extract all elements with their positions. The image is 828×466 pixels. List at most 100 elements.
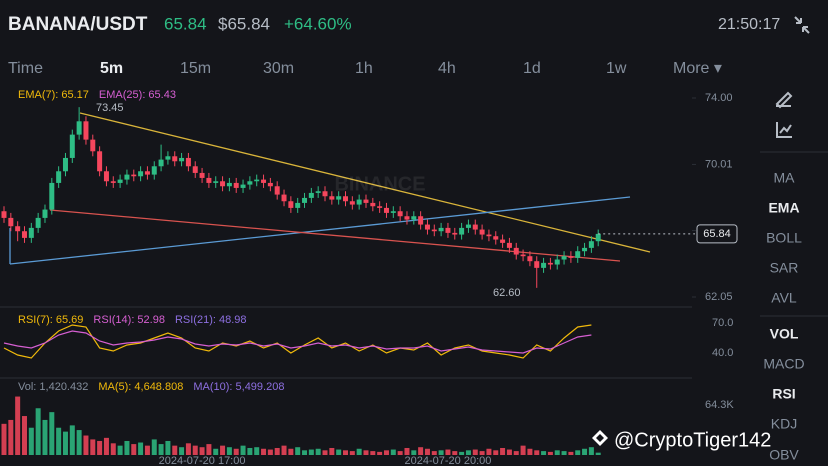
volume-bar <box>28 427 34 455</box>
timeframe-tab[interactable]: 5m <box>100 60 123 77</box>
indicator-menu-item[interactable]: MACD <box>763 356 804 372</box>
timeframe-tab[interactable]: 1w <box>606 60 627 77</box>
volume-bar <box>541 451 547 455</box>
candle-body <box>274 186 280 195</box>
volume-bar <box>56 427 62 455</box>
volume-bar <box>445 449 451 455</box>
candle-body <box>534 261 540 268</box>
volume-bar <box>117 445 123 455</box>
volume-bar <box>329 447 335 455</box>
pair: BANANA/USDT <box>8 14 148 35</box>
volume-bar <box>438 450 444 455</box>
volume-bar <box>315 448 321 455</box>
candle-body <box>165 156 171 160</box>
candle-body <box>397 211 403 217</box>
candle-body <box>117 179 123 183</box>
volume-bar <box>554 450 560 455</box>
volume-bar <box>534 450 540 455</box>
candle-body <box>206 177 212 183</box>
timeframe-tab[interactable]: 4h <box>438 60 456 77</box>
y-tick-label: 62.05 <box>705 291 733 303</box>
candle-body <box>131 174 137 177</box>
volume-bar <box>513 451 519 455</box>
volume-bar <box>247 447 253 455</box>
indicator-menu-item[interactable]: VOL <box>770 326 799 342</box>
indicator-menu-item[interactable]: BOLL <box>766 230 802 246</box>
trend-line <box>49 209 621 262</box>
volume-bar <box>144 445 150 455</box>
x-tick-label: 2024-07-20 20:00 <box>405 455 492 466</box>
indicator-icon[interactable] <box>776 122 792 138</box>
indicator-menu-item[interactable]: EMA <box>768 200 799 216</box>
candle-body <box>144 171 150 175</box>
candle-body <box>575 251 581 258</box>
indicator-menu-item[interactable]: MA <box>774 170 796 186</box>
volume-bar <box>233 448 239 455</box>
volume-bar <box>588 447 594 455</box>
candle-body <box>97 151 103 172</box>
candle-body <box>192 166 198 173</box>
volume-bar <box>213 448 219 455</box>
indicator-menu-item[interactable]: RSI <box>772 386 795 402</box>
volume-bar <box>418 447 424 455</box>
candle-body <box>49 182 55 210</box>
legend-entry: RSI(7): 65.69 <box>18 314 83 326</box>
volume-bar <box>15 396 21 455</box>
timeframe-tab[interactable]: Time <box>8 60 43 77</box>
candle-body <box>281 194 287 202</box>
volume-bar <box>35 408 41 455</box>
legend-entry: MA(5): 4,648.808 <box>98 381 183 393</box>
volume-bar <box>343 450 348 455</box>
price: 65.84 <box>164 14 207 33</box>
candle-body <box>336 196 342 200</box>
collapse-icon[interactable] <box>794 16 810 34</box>
candle-body <box>226 182 232 187</box>
candle-body <box>288 201 294 208</box>
candle-body <box>240 184 246 188</box>
rsi-line <box>3 324 592 359</box>
volume-bar <box>49 412 55 455</box>
candle-body <box>520 254 526 257</box>
volume-bar <box>452 451 458 455</box>
volume-bar <box>288 448 294 455</box>
candle-body <box>295 202 301 208</box>
candle-body <box>459 227 465 235</box>
volume-bar <box>138 442 144 455</box>
volume-bar <box>158 444 164 455</box>
indicator-menu-item[interactable]: OBV <box>769 447 799 463</box>
candle-body <box>582 247 588 252</box>
legend-entry: EMA(25): 65.43 <box>99 89 176 101</box>
candle-body <box>247 181 253 185</box>
volume-bar <box>199 447 205 455</box>
timeframe-tab[interactable]: 1d <box>523 60 541 77</box>
volume-bar <box>390 449 396 455</box>
timeframe-tab[interactable]: More ▾ <box>673 60 722 77</box>
candle-body <box>424 224 430 230</box>
volume-bar <box>110 443 116 455</box>
timeframe-tab[interactable]: 1h <box>355 60 373 77</box>
candle-body <box>479 229 485 235</box>
volume-bar <box>459 451 465 455</box>
indicator-menu-item[interactable]: KDJ <box>771 416 797 432</box>
volume-bar <box>336 449 342 455</box>
volume-bar <box>595 452 601 455</box>
draw-icon[interactable] <box>775 91 793 109</box>
timeframe-tab[interactable]: 30m <box>263 60 294 77</box>
candle-body <box>1 211 7 218</box>
candle-body <box>363 199 369 203</box>
volume-bar <box>322 450 328 455</box>
volume-bar <box>575 450 581 455</box>
candle-body <box>370 202 376 207</box>
legend-entry: Vol: 1,420.432 <box>18 381 88 393</box>
volume-bar <box>151 439 157 455</box>
candle-body <box>500 239 506 243</box>
user-badge: @CryptoTiger142 <box>592 429 771 451</box>
candle-body <box>103 171 109 182</box>
volume-bar <box>192 445 198 455</box>
timeframe-tab[interactable]: 15m <box>180 60 211 77</box>
change: +64.60% <box>284 14 352 33</box>
candle-body <box>56 171 62 183</box>
indicator-menu-item[interactable]: AVL <box>771 290 797 306</box>
indicator-menu-item[interactable]: SAR <box>770 260 799 276</box>
